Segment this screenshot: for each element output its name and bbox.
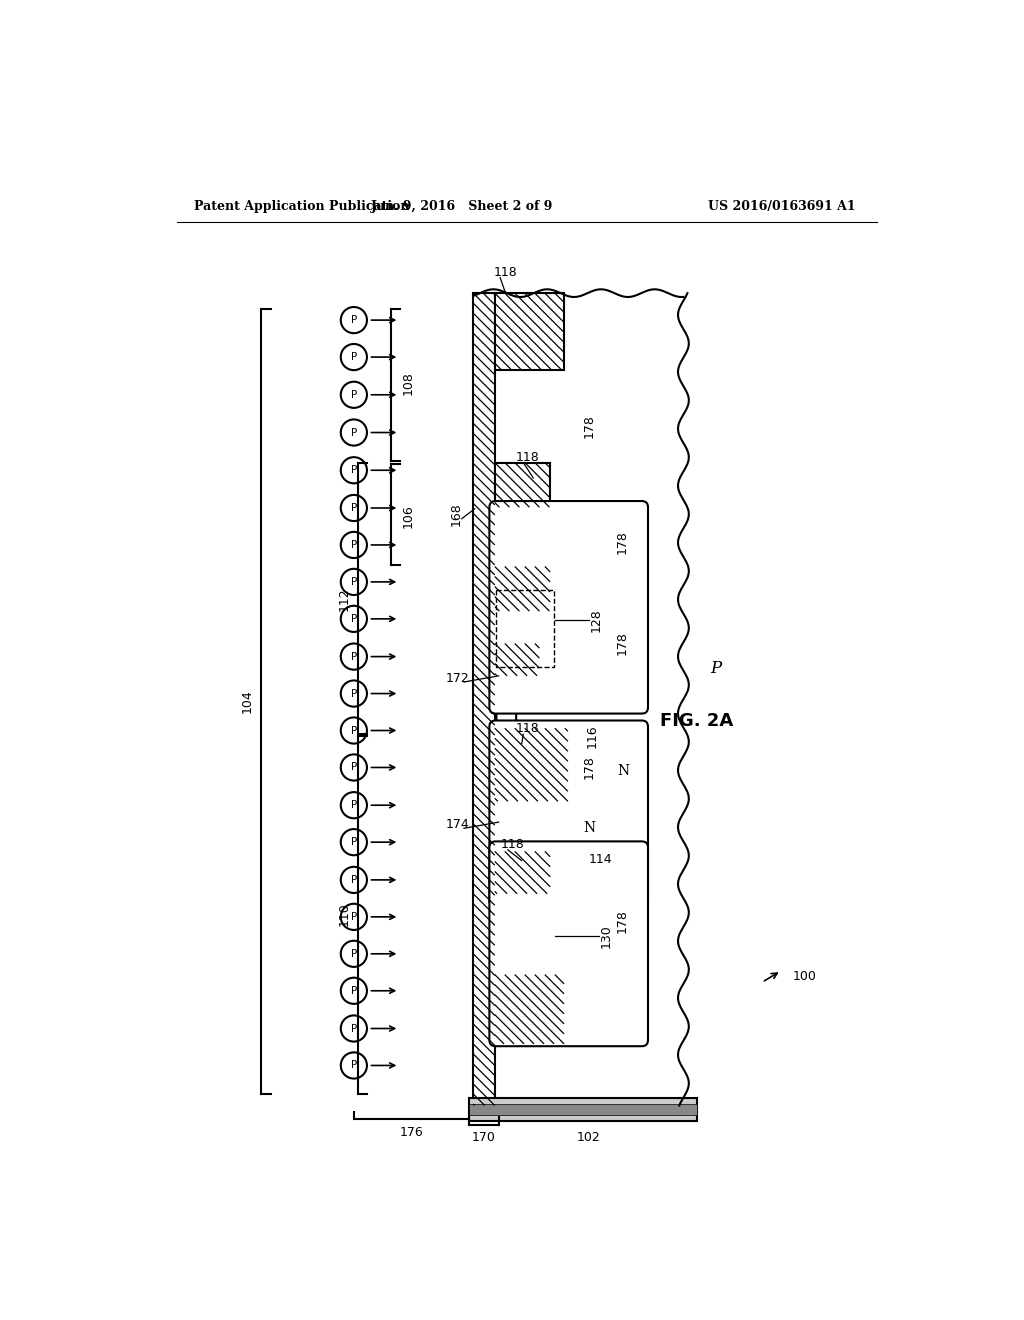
Bar xyxy=(495,566,550,611)
Text: 176: 176 xyxy=(399,1126,424,1139)
Text: P: P xyxy=(351,577,357,587)
Text: 168: 168 xyxy=(450,503,463,525)
Bar xyxy=(495,293,564,370)
Text: N: N xyxy=(584,821,596,836)
Text: P: P xyxy=(711,660,721,677)
Bar xyxy=(495,974,564,1044)
Text: US 2016/0163691 A1: US 2016/0163691 A1 xyxy=(708,199,856,213)
Text: 174: 174 xyxy=(445,818,470,832)
Text: P: P xyxy=(351,389,357,400)
Text: 100: 100 xyxy=(793,970,816,982)
Text: Jun. 9, 2016   Sheet 2 of 9: Jun. 9, 2016 Sheet 2 of 9 xyxy=(371,199,553,213)
Text: P: P xyxy=(351,726,357,735)
Text: P: P xyxy=(351,652,357,661)
Bar xyxy=(473,293,495,1106)
Text: P: P xyxy=(351,428,357,437)
Text: 178: 178 xyxy=(615,631,629,656)
Bar xyxy=(495,851,550,894)
Text: 118: 118 xyxy=(501,838,524,851)
Text: 116: 116 xyxy=(586,725,599,747)
FancyBboxPatch shape xyxy=(497,902,516,970)
Text: 112: 112 xyxy=(338,587,351,611)
FancyBboxPatch shape xyxy=(497,611,516,661)
FancyBboxPatch shape xyxy=(497,804,516,861)
Text: P: P xyxy=(351,315,357,325)
Text: 118: 118 xyxy=(494,265,517,279)
Text: 128: 128 xyxy=(590,609,603,632)
Text: P: P xyxy=(351,689,357,698)
Bar xyxy=(469,1098,696,1121)
Text: 118: 118 xyxy=(516,722,540,735)
Text: 118: 118 xyxy=(516,450,540,463)
FancyBboxPatch shape xyxy=(497,506,516,566)
Text: N: N xyxy=(617,763,630,777)
Text: 104: 104 xyxy=(241,689,254,713)
Text: 172: 172 xyxy=(445,672,470,685)
Text: P: P xyxy=(351,875,357,884)
Text: 108: 108 xyxy=(401,371,415,395)
Text: P: P xyxy=(351,986,357,995)
Text: 106: 106 xyxy=(401,504,415,528)
FancyBboxPatch shape xyxy=(489,841,648,1047)
Text: P: P xyxy=(351,1023,357,1034)
Text: P: P xyxy=(351,465,357,475)
Text: P: P xyxy=(351,837,357,847)
Text: P: P xyxy=(351,949,357,958)
Text: P: P xyxy=(351,540,357,550)
Bar xyxy=(469,1104,696,1114)
FancyBboxPatch shape xyxy=(497,680,516,738)
Text: 178: 178 xyxy=(615,529,629,554)
Text: P: P xyxy=(351,503,357,513)
Text: FIG. 2A: FIG. 2A xyxy=(659,711,733,730)
Text: P: P xyxy=(351,352,357,362)
Text: 130: 130 xyxy=(600,924,613,948)
Text: P: P xyxy=(351,763,357,772)
FancyBboxPatch shape xyxy=(489,721,648,906)
Text: P: P xyxy=(351,1060,357,1071)
Text: 102: 102 xyxy=(577,1131,601,1144)
Text: P: P xyxy=(351,614,357,624)
Text: P: P xyxy=(351,800,357,810)
Bar xyxy=(495,729,568,801)
Text: 110: 110 xyxy=(338,903,351,927)
Bar xyxy=(497,590,554,667)
Bar xyxy=(495,644,540,676)
Text: 170: 170 xyxy=(472,1131,496,1144)
Text: P: P xyxy=(351,912,357,921)
Text: 178: 178 xyxy=(615,908,629,933)
Text: Patent Application Publication: Patent Application Publication xyxy=(194,199,410,213)
Text: 178: 178 xyxy=(583,755,595,779)
FancyBboxPatch shape xyxy=(489,502,648,714)
Bar xyxy=(495,462,550,507)
Text: 178: 178 xyxy=(583,414,595,438)
Text: 114: 114 xyxy=(589,853,612,866)
